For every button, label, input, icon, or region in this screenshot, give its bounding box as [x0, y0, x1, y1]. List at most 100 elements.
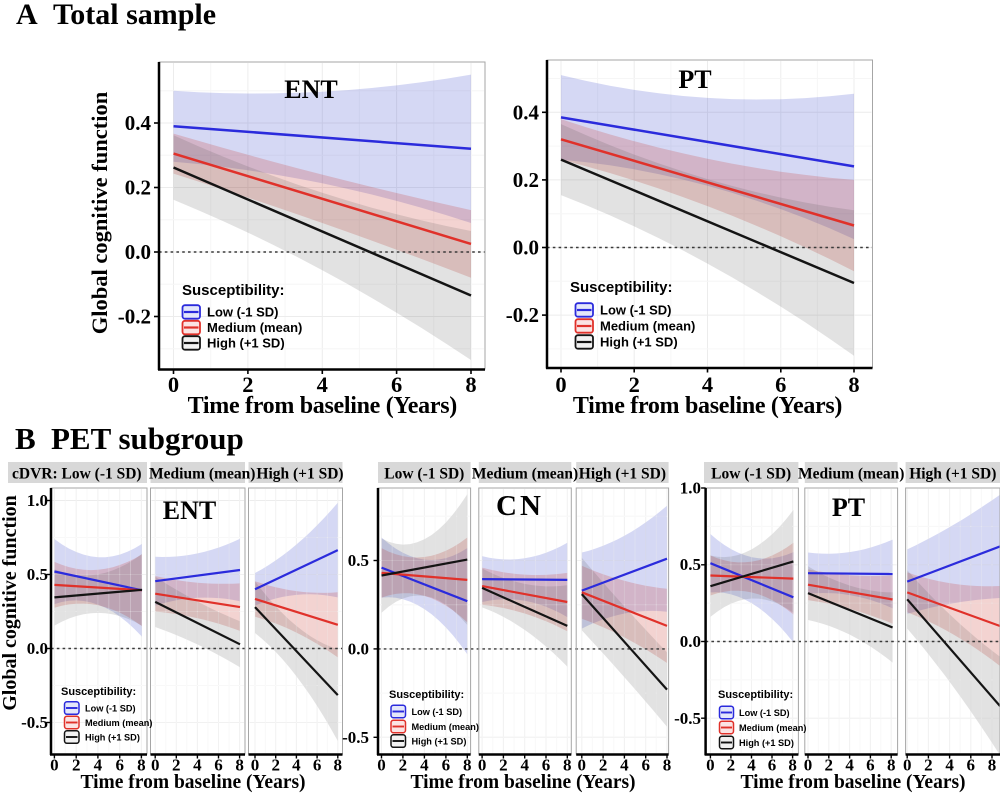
- svg-text:2: 2: [727, 756, 736, 775]
- svg-text:Medium (mean): Medium (mean): [600, 319, 695, 334]
- svg-text:Global cognitive function: Global cognitive function: [0, 495, 21, 711]
- svg-text:PT: PT: [832, 493, 865, 522]
- svg-text:0: 0: [706, 756, 715, 775]
- svg-text:-0.2: -0.2: [506, 303, 539, 327]
- svg-text:0.5: 0.5: [27, 565, 48, 584]
- svg-text:4: 4: [420, 756, 429, 775]
- svg-text:0: 0: [168, 372, 179, 397]
- svg-text:2: 2: [399, 756, 408, 775]
- svg-text:High (+1 SD): High (+1 SD): [600, 335, 678, 350]
- svg-text:Time from baseline (Years): Time from baseline (Years): [188, 393, 457, 419]
- svg-text:A: A: [16, 0, 38, 31]
- svg-text:Susceptibility:: Susceptibility:: [182, 282, 285, 299]
- svg-text:6: 6: [641, 756, 650, 775]
- svg-text:6: 6: [768, 756, 777, 775]
- svg-text:Medium (mean): Medium (mean): [472, 466, 578, 483]
- svg-text:8: 8: [235, 756, 244, 775]
- svg-text:4: 4: [845, 756, 854, 775]
- svg-text:0: 0: [151, 756, 160, 775]
- svg-text:2: 2: [924, 756, 933, 775]
- svg-text:PET subgroup: PET subgroup: [51, 421, 244, 456]
- svg-text:0: 0: [50, 756, 59, 775]
- svg-text:6: 6: [214, 756, 223, 775]
- svg-text:Low (-1 SD): Low (-1 SD): [85, 703, 136, 713]
- svg-text:2: 2: [629, 372, 640, 397]
- svg-text:4: 4: [747, 756, 756, 775]
- svg-text:0: 0: [804, 756, 813, 775]
- svg-text:Susceptibility:: Susceptibility:: [718, 689, 793, 701]
- svg-text:Time from baseline (Years): Time from baseline (Years): [573, 393, 842, 419]
- svg-text:Medium (mean): Medium (mean): [149, 466, 255, 483]
- svg-text:High (+1 SD): High (+1 SD): [256, 466, 343, 483]
- svg-text:6: 6: [391, 372, 402, 397]
- svg-text:PT: PT: [678, 65, 711, 94]
- svg-text:0: 0: [478, 756, 487, 775]
- svg-text:0.5: 0.5: [680, 555, 701, 574]
- svg-text:Medium (mean): Medium (mean): [412, 722, 479, 732]
- svg-text:6: 6: [775, 372, 786, 397]
- svg-text:6: 6: [542, 756, 551, 775]
- svg-text:Susceptibility:: Susceptibility:: [389, 689, 464, 701]
- svg-text:2: 2: [271, 756, 280, 775]
- svg-text:ENT: ENT: [284, 75, 337, 104]
- svg-text:2: 2: [599, 756, 608, 775]
- svg-text:0.5: 0.5: [348, 551, 369, 570]
- svg-text:2: 2: [242, 372, 253, 397]
- svg-text:0: 0: [251, 756, 260, 775]
- svg-text:4: 4: [702, 372, 713, 397]
- svg-text:Medium (mean): Medium (mean): [798, 466, 904, 483]
- svg-text:0: 0: [578, 756, 587, 775]
- svg-text:2: 2: [825, 756, 834, 775]
- svg-text:0.2: 0.2: [125, 176, 151, 200]
- svg-text:Total sample: Total sample: [53, 0, 216, 31]
- svg-text:High (+1 SD): High (+1 SD): [85, 732, 140, 742]
- svg-text:Time from baseline (Years): Time from baseline (Years): [740, 772, 965, 793]
- svg-text:4: 4: [620, 756, 629, 775]
- svg-text:1.0: 1.0: [27, 491, 48, 510]
- svg-text:High (+1 SD): High (+1 SD): [579, 466, 666, 483]
- svg-text:B: B: [15, 421, 36, 456]
- svg-text:0.0: 0.0: [513, 236, 539, 260]
- svg-text:4: 4: [193, 756, 202, 775]
- svg-text:1.0: 1.0: [680, 479, 701, 498]
- svg-text:6: 6: [115, 756, 124, 775]
- svg-text:-0.5: -0.5: [21, 713, 48, 732]
- svg-text:8: 8: [887, 756, 896, 775]
- svg-text:Medium (mean): Medium (mean): [739, 723, 806, 733]
- svg-text:8: 8: [465, 372, 476, 397]
- svg-text:0.0: 0.0: [680, 632, 701, 651]
- svg-text:8: 8: [663, 756, 672, 775]
- svg-text:6: 6: [313, 756, 322, 775]
- svg-text:Medium (mean): Medium (mean): [85, 718, 152, 728]
- svg-text:Global cognitive function: Global cognitive function: [87, 91, 112, 334]
- svg-text:0: 0: [555, 372, 566, 397]
- svg-text:High (+1 SD): High (+1 SD): [207, 336, 285, 351]
- svg-text:High (+1 SD): High (+1 SD): [739, 738, 794, 748]
- svg-text:4: 4: [94, 756, 103, 775]
- svg-text:High (+1 SD): High (+1 SD): [412, 736, 467, 746]
- svg-text:ENT: ENT: [163, 496, 216, 525]
- svg-text:Low (-1 SD): Low (-1 SD): [711, 466, 791, 483]
- svg-text:6: 6: [442, 756, 451, 775]
- svg-text:6: 6: [866, 756, 875, 775]
- svg-text:cDVR: Low (-1 SD): cDVR: Low (-1 SD): [12, 466, 142, 483]
- svg-text:CN: CN: [496, 490, 544, 522]
- svg-text:8: 8: [137, 756, 146, 775]
- svg-text:0.0: 0.0: [125, 240, 151, 264]
- svg-text:8: 8: [988, 756, 997, 775]
- svg-text:-0.2: -0.2: [118, 305, 151, 329]
- svg-text:Low (-1 SD): Low (-1 SD): [207, 305, 279, 320]
- svg-text:8: 8: [463, 756, 472, 775]
- svg-text:2: 2: [172, 756, 181, 775]
- svg-text:8: 8: [788, 756, 797, 775]
- svg-text:8: 8: [563, 756, 572, 775]
- svg-text:Low (-1 SD): Low (-1 SD): [600, 303, 672, 318]
- svg-text:Low (-1 SD): Low (-1 SD): [384, 466, 464, 483]
- svg-text:0.4: 0.4: [513, 100, 540, 124]
- svg-text:Time from baseline (Years): Time from baseline (Years): [410, 772, 635, 793]
- svg-text:4: 4: [945, 756, 954, 775]
- svg-text:8: 8: [848, 372, 859, 397]
- svg-text:2: 2: [499, 756, 508, 775]
- svg-text:-0.5: -0.5: [342, 728, 369, 747]
- svg-text:4: 4: [520, 756, 529, 775]
